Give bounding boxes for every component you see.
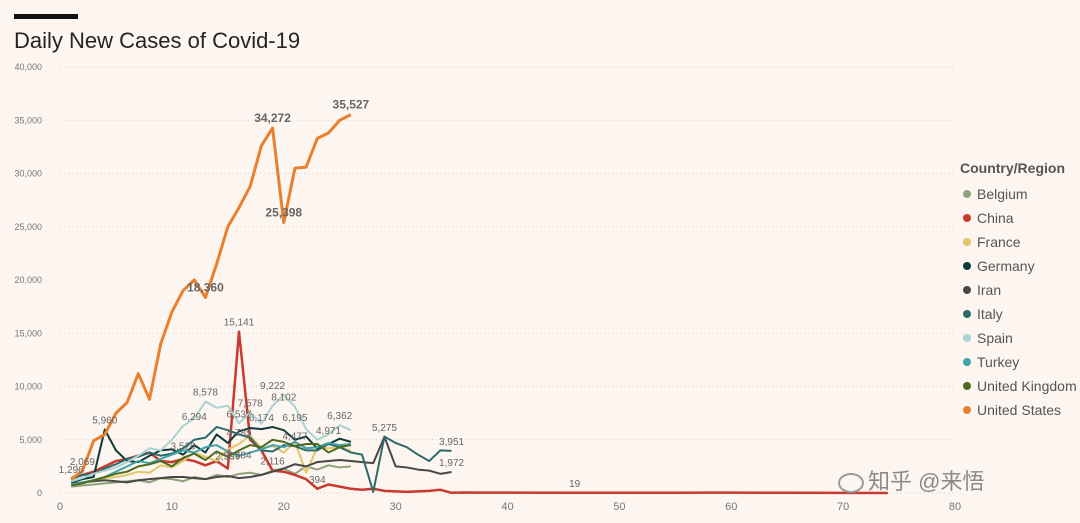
x-tick-label: 80 [949, 501, 961, 513]
legend-marker [963, 406, 971, 414]
legend-marker [963, 262, 971, 270]
data-label: 5,960 [92, 416, 117, 427]
legend-label: Belgium [977, 186, 1028, 202]
data-label: 2,069 [70, 457, 95, 468]
legend-marker [963, 358, 971, 366]
legend-item-spain[interactable]: Spain [960, 326, 1080, 350]
legend-marker [963, 238, 971, 246]
data-label: 15,141 [224, 318, 255, 329]
x-tick-label: 10 [166, 501, 178, 513]
data-label: 6,362 [327, 411, 352, 422]
data-label: 6,537 [226, 409, 251, 420]
legend-marker [963, 334, 971, 342]
legend-label: Turkey [977, 354, 1020, 370]
x-tick-label: 30 [390, 501, 402, 513]
legend-marker [963, 190, 971, 198]
x-tick-label: 60 [725, 501, 737, 513]
x-tick-label: 50 [613, 501, 625, 513]
y-tick-label: 35,000 [14, 115, 42, 125]
data-label: 394 [309, 475, 326, 486]
series-line-france [71, 434, 352, 487]
legend-item-china[interactable]: China [960, 206, 1080, 230]
legend-item-germany[interactable]: Germany [960, 254, 1080, 278]
series-line-germany [70, 425, 352, 484]
legend-label: Germany [977, 258, 1035, 274]
y-tick-label: 0 [37, 488, 42, 498]
data-label: 1,972 [439, 458, 464, 469]
watermark-text: 知乎 @来悟 [868, 469, 985, 494]
legend-item-italy[interactable]: Italy [960, 302, 1080, 326]
data-label: 8,578 [193, 388, 218, 399]
series-line-turkey [71, 440, 351, 486]
legend-marker [963, 382, 971, 390]
data-label: 7,578 [238, 398, 263, 409]
data-label: 3,526 [171, 441, 196, 452]
data-label: 6,294 [182, 412, 207, 423]
legend-items: Belgium China France Germany Iran Italy Spain T… [960, 182, 1080, 422]
y-tick-label: 40,000 [14, 62, 42, 72]
y-tick-label: 20,000 [14, 275, 42, 285]
legend-label: Iran [977, 282, 1002, 298]
data-label: 2,684 [226, 450, 251, 461]
series-line-china [70, 330, 888, 495]
title-accent-bar [14, 14, 78, 19]
legend-item-france[interactable]: France [960, 230, 1080, 254]
legend-item-turkey[interactable]: Turkey [960, 350, 1080, 374]
legend: Country/Region Belgium China France Germany… [960, 160, 1080, 422]
legend-marker [963, 214, 971, 222]
data-label: 19 [569, 479, 581, 490]
data-label: 5,275 [372, 423, 397, 434]
data-label: 18,360 [187, 280, 224, 294]
y-tick-label: 10,000 [14, 382, 42, 392]
watermark: 知乎 @来悟 [838, 464, 984, 496]
legend-label: United Kingdom [977, 378, 1077, 394]
data-label: 4,971 [316, 426, 341, 437]
data-label: 25,398 [265, 206, 302, 220]
data-label: 6,174 [249, 413, 274, 424]
y-tick-label: 30,000 [14, 169, 42, 179]
series-line-spain [70, 393, 352, 483]
data-label: 3,951 [439, 437, 464, 448]
legend-label: China [977, 210, 1014, 226]
chart-title: Daily New Cases of Covid-19 [14, 28, 301, 53]
x-tick-label: 0 [57, 501, 63, 513]
data-label: 4,477 [282, 431, 307, 442]
y-tick-label: 25,000 [14, 222, 42, 232]
data-label: 2,116 [260, 456, 285, 467]
data-label: 1,296 [59, 465, 84, 476]
x-tick-label: 40 [501, 501, 513, 513]
series-line-united-states [70, 113, 352, 481]
data-label: 6,195 [282, 413, 307, 424]
legend-item-united-states[interactable]: United States [960, 398, 1080, 422]
legend-label: Italy [977, 306, 1003, 322]
data-label: 8,102 [271, 393, 296, 404]
data-label: 4,785 [226, 428, 251, 439]
legend-title: Country/Region [960, 160, 1065, 176]
data-label: 34,272 [254, 111, 291, 125]
x-tick-label: 70 [837, 501, 849, 513]
y-tick-label: 15,000 [14, 328, 42, 338]
legend-marker [963, 286, 971, 294]
legend-marker [963, 310, 971, 318]
legend-label: Spain [977, 330, 1013, 346]
legend-label: United States [977, 402, 1062, 418]
x-tick-label: 20 [278, 501, 290, 513]
data-label: 9,222 [260, 381, 285, 392]
y-tick-label: 5,000 [19, 435, 42, 445]
data-label: 35,527 [333, 98, 370, 112]
chat-bubble-icon [838, 473, 864, 494]
legend-item-belgium[interactable]: Belgium [960, 182, 1080, 206]
series-line-iran [71, 435, 452, 485]
data-label: 2,599 [215, 451, 240, 462]
legend-label: France [977, 234, 1021, 250]
legend-item-united-kingdom[interactable]: United Kingdom [960, 374, 1080, 398]
series-line-united-kingdom [71, 438, 352, 487]
legend-item-iran[interactable]: Iran [960, 278, 1080, 302]
